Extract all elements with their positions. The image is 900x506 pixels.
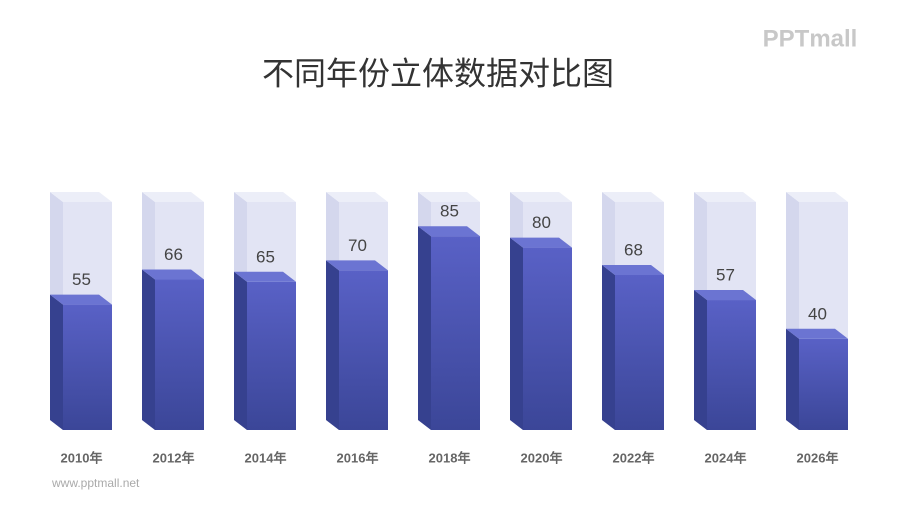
bar-side [602,264,615,430]
bars: 55 2010年 66 2012年 65 2014年 70 2016年 85 2018年 80 202… [50,192,848,465]
value-label: 65 [256,247,275,266]
value-label: 85 [440,202,459,221]
bar-top [786,328,848,339]
x-tick-label: 2026年 [797,450,839,465]
bar-side [418,226,431,430]
x-tick-label: 2018年 [429,450,471,465]
value-label: 80 [532,213,551,232]
x-tick-label: 2010年 [61,450,103,465]
bar-side [694,290,707,430]
value-label: 70 [348,236,367,255]
bar-front [523,247,572,430]
bar-front [799,338,848,430]
bar-front [339,270,388,430]
x-tick-label: 2012年 [153,450,195,465]
bar-front [707,300,756,430]
x-tick-label: 2014年 [245,450,287,465]
bar-side [142,269,155,430]
bg-box-top [694,192,756,202]
value-label: 40 [808,304,827,323]
value-label: 57 [716,266,735,285]
bar-top [602,264,664,275]
bg-box-top [602,192,664,202]
bar-top [510,237,572,248]
bar-top [234,271,296,282]
bar-front [63,304,112,430]
bg-box-top [418,192,480,202]
bar-side [786,328,799,430]
bar-side [326,260,339,430]
bar-top [326,260,388,271]
value-label: 66 [164,245,183,264]
value-label: 68 [624,240,643,259]
footer: www.pptmall.net [51,476,140,490]
bar-top [694,290,756,301]
bar-top [142,269,204,280]
x-tick-label: 2016年 [337,450,379,465]
bar-side [510,237,523,430]
bg-box-top [50,192,112,202]
bar-front [431,236,480,430]
x-tick-label: 2022年 [613,450,655,465]
bar-top [50,294,112,305]
bg-box-top [326,192,388,202]
value-label: 55 [72,270,91,289]
bar-side [234,271,247,430]
bg-box-top [234,192,296,202]
x-tick-label: 2024年 [705,450,747,465]
logo: PPTmall [763,25,858,52]
bar-side [50,294,63,430]
bar-top [418,226,480,237]
bar-front [615,274,664,430]
bar-front [155,279,204,430]
bg-box-top [510,192,572,202]
x-tick-label: 2020年 [521,450,563,465]
bg-box-top [786,192,848,202]
bar-front [247,281,296,430]
chart-title: 不同年份立体数据对比图 [262,55,614,91]
bg-box-top [142,192,204,202]
